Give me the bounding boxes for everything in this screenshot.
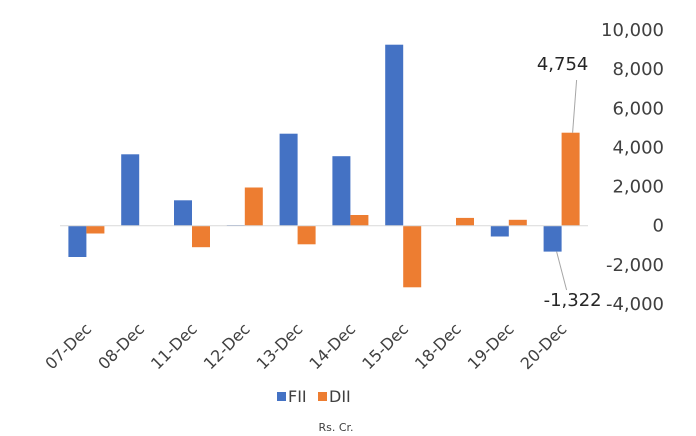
legend-swatch-fii [277,392,286,401]
bar-fii-07-dec [68,225,87,257]
bar-dii-20-dec [561,132,580,226]
bar-dii-15-dec [403,225,422,288]
bar-dii-13-dec [297,225,316,245]
data-label-leader-line [556,251,568,291]
x-tick-label: 15-Dec [358,319,412,373]
x-tick-label: 19-Dec [464,319,518,373]
x-tick-label: 13-Dec [253,319,307,373]
x-tick-label: 18-Dec [411,319,465,373]
bar-dii-19-dec [508,219,527,226]
y-tick-label: 0 [653,216,664,237]
data-label-leader-line [572,79,578,133]
bar-fii-15-dec [385,44,404,226]
x-tick-label: 11-Dec [147,319,201,373]
bar-dii-18-dec [456,217,474,226]
bar-dii-11-dec [192,225,210,248]
data-labels: 4,754 -1,322 [537,54,602,311]
x-tick-label: 12-Dec [200,319,254,373]
bar-dii-07-dec [86,225,105,234]
legend-label-dii: DII [329,387,351,406]
y-tick-label: 4,000 [612,137,664,158]
bar-fii-14-dec [332,156,351,226]
bar-fii-20-dec [543,225,562,252]
bars-layer [68,44,580,288]
bar-fii-11-dec [174,200,192,226]
bar-dii-14-dec [350,215,369,226]
bar-fii-08-dec [121,154,140,226]
x-tick-label: 07-Dec [41,319,95,373]
legend: FII DII [277,387,351,406]
y-tick-label: 2,000 [612,177,664,198]
y-tick-label: -2,000 [606,255,664,276]
legend-label-fii: FII [288,387,307,406]
x-tick-label: 08-Dec [94,319,148,373]
bar-dii-12-dec [244,187,263,226]
legend-swatch-dii [318,392,327,401]
data-label-dii: 4,754 [537,54,589,75]
x-tick-label: 20-Dec [517,319,571,373]
x-tick-label: 14-Dec [305,319,359,373]
x-axis: 07-Dec08-Dec11-Dec12-Dec13-Dec14-Dec15-D… [41,319,570,373]
data-label-fii: -1,322 [544,290,602,311]
y-axis: -4,000 -2,000 0 2,000 4,000 6,000 8,000 10,000 [601,20,664,315]
unit-label: Rs. Cr. [318,421,353,434]
y-tick-label: 6,000 [612,98,664,119]
y-tick-label: 8,000 [612,59,664,80]
y-tick-label: -4,000 [606,294,664,315]
y-tick-label: 10,000 [601,20,664,41]
bar-fii-19-dec [490,225,509,237]
bar-fii-13-dec [279,133,298,226]
